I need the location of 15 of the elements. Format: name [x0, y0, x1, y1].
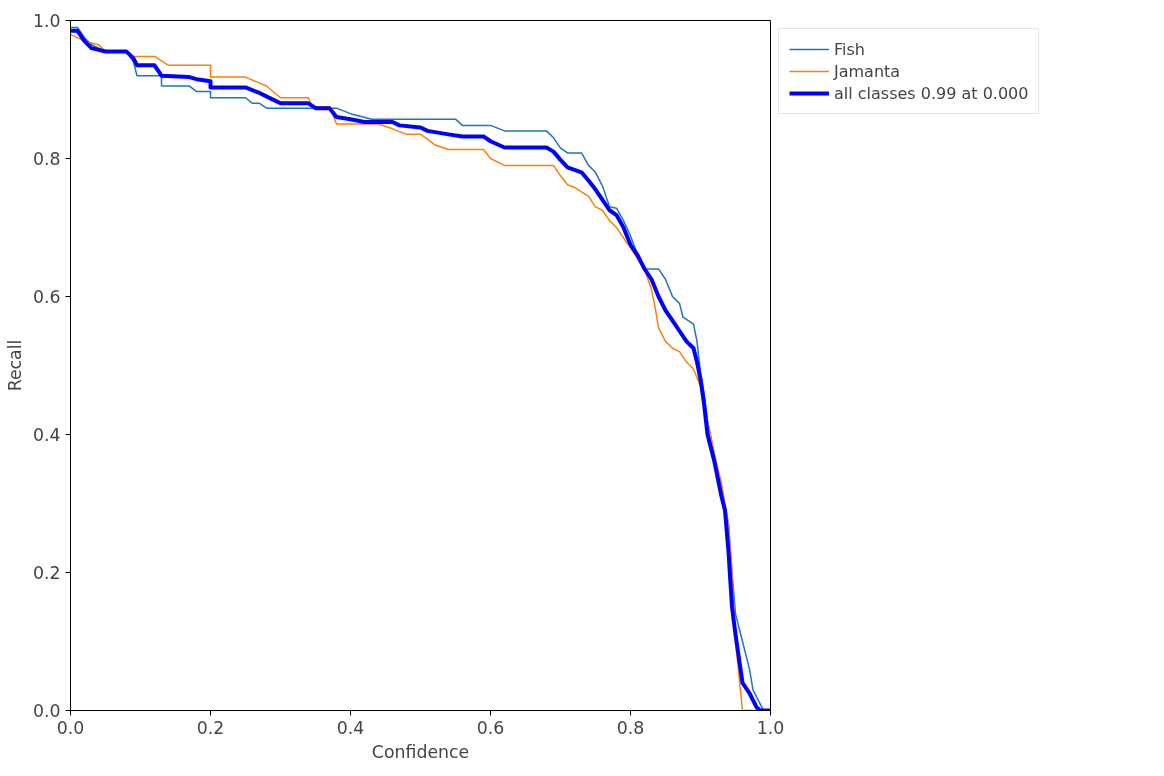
y-tick-label: 0.2 [32, 563, 61, 583]
x-axis-title: Confidence [371, 741, 470, 762]
y-tick-label: 0.6 [32, 287, 61, 307]
y-tick-label: 0.8 [32, 149, 61, 169]
x-tick-label: 1.0 [756, 717, 785, 738]
x-tick-label: 0.8 [616, 717, 645, 738]
x-tick-label: 0.4 [336, 717, 365, 738]
y-tick-label: 0.4 [32, 425, 61, 445]
x-tick-label: 0.2 [196, 717, 225, 738]
y-tick-label: 1.0 [32, 11, 61, 31]
x-tick-label: 0.6 [476, 717, 505, 738]
legend-label: Jamanta [834, 61, 901, 81]
legend-label: Fish [834, 39, 865, 59]
legend-label: all classes 0.99 at 0.000 [834, 83, 1029, 103]
y-axis-title: Recall [4, 339, 25, 392]
